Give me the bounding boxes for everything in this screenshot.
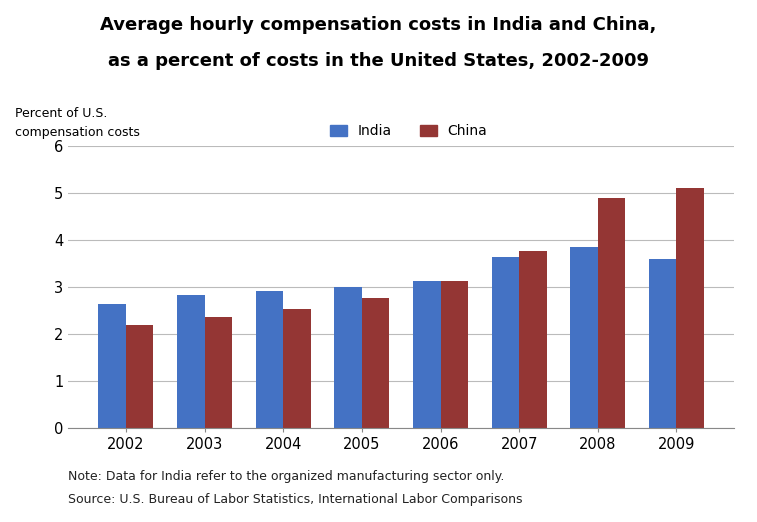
Text: as a percent of costs in the United States, 2002-2009: as a percent of costs in the United Stat… — [108, 52, 649, 70]
Bar — [204, 317, 232, 428]
Bar — [98, 304, 126, 428]
Bar — [126, 325, 154, 428]
Bar — [570, 247, 598, 428]
Bar — [441, 281, 468, 428]
Bar — [519, 251, 547, 428]
Text: compensation costs: compensation costs — [15, 126, 140, 139]
Bar — [598, 198, 625, 428]
Bar — [335, 287, 362, 428]
Bar — [177, 294, 204, 428]
Bar — [491, 257, 519, 428]
Bar — [677, 188, 704, 428]
Text: Percent of U.S.: Percent of U.S. — [15, 107, 107, 120]
Text: Average hourly compensation costs in India and China,: Average hourly compensation costs in Ind… — [101, 16, 656, 33]
Text: Source: U.S. Bureau of Labor Statistics, International Labor Comparisons: Source: U.S. Bureau of Labor Statistics,… — [68, 493, 522, 506]
Bar — [256, 291, 283, 428]
Bar — [413, 281, 441, 428]
Legend: India, China: India, China — [330, 124, 488, 138]
Bar — [649, 259, 677, 428]
Text: Note: Data for India refer to the organized manufacturing sector only.: Note: Data for India refer to the organi… — [68, 470, 504, 483]
Bar — [362, 299, 389, 428]
Bar — [283, 309, 311, 428]
